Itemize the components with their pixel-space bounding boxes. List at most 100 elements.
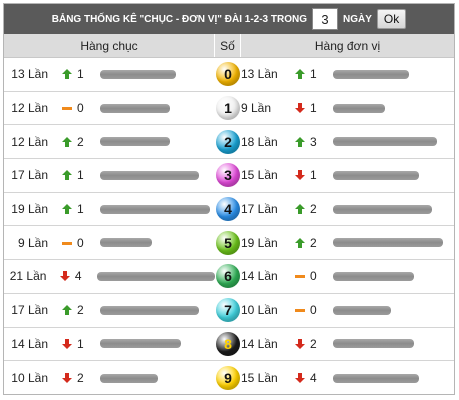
digit-ball: 8 <box>216 331 240 356</box>
tens-times: 17 Lần <box>11 303 48 318</box>
tens-cell: 13 Lần 1 <box>4 58 215 91</box>
table-row: 14 Lần 1 8 14 Lần 2 <box>4 328 454 362</box>
arrow-up-icon <box>60 203 74 215</box>
ok-button[interactable]: Ok <box>376 9 407 29</box>
units-cell: 18 Lần 3 <box>241 125 454 158</box>
units-bar <box>333 69 409 79</box>
tens-change: 1 <box>77 336 84 351</box>
tens-cell: 21 Lần 4 <box>4 260 216 293</box>
tens-cell: 17 Lần 2 <box>4 294 215 327</box>
days-input[interactable] <box>312 8 338 30</box>
arrow-up-icon <box>293 136 307 148</box>
dash-icon <box>60 237 74 249</box>
table-row: 17 Lần 2 7 10 Lần 0 <box>4 294 454 328</box>
units-change: 2 <box>310 202 317 217</box>
tens-bar <box>100 103 170 113</box>
tens-cell: 19 Lần 1 <box>4 193 215 226</box>
units-cell: 17 Lần 2 <box>241 193 454 226</box>
digit-cell: 0 <box>215 58 241 91</box>
table-row: 17 Lần 1 3 15 Lần 1 <box>4 159 454 193</box>
arrow-up-icon <box>60 68 74 80</box>
digit-cell: 8 <box>215 328 241 361</box>
tens-change: 0 <box>77 235 84 250</box>
units-times: 15 Lần <box>241 371 278 386</box>
units-bar <box>333 204 432 214</box>
dash-icon <box>60 102 74 114</box>
tens-change: 4 <box>74 269 82 284</box>
tens-change: 1 <box>77 202 84 217</box>
digit-cell: 5 <box>215 226 241 259</box>
tens-bar <box>100 305 199 315</box>
units-change: 0 <box>310 303 317 318</box>
tens-times: 12 Lần <box>11 101 48 116</box>
tens-bar <box>100 204 210 214</box>
arrow-up-icon <box>60 169 74 181</box>
units-change: 3 <box>310 134 317 149</box>
units-bar <box>333 238 443 248</box>
digit-label: 5 <box>224 234 232 251</box>
tens-times: 10 Lần <box>11 371 48 386</box>
units-times: 18 Lần <box>241 134 278 149</box>
digit-label: 3 <box>224 167 232 184</box>
arrow-down-icon <box>60 372 74 384</box>
units-bar <box>333 373 419 383</box>
column-header-tens: Hàng chục <box>4 34 215 57</box>
digit-cell: 7 <box>215 294 241 327</box>
units-bar <box>333 305 391 315</box>
digit-ball: 1 <box>216 96 240 121</box>
days-suffix: NGÀY <box>343 13 372 25</box>
tens-times: 12 Lần <box>11 134 48 149</box>
units-times: 17 Lần <box>241 202 278 217</box>
digit-ball: 3 <box>216 163 240 188</box>
arrow-down-icon <box>293 338 307 350</box>
tens-cell: 14 Lần 1 <box>4 328 215 361</box>
tens-times: 21 Lần <box>9 269 47 284</box>
units-bar <box>333 339 414 349</box>
arrow-up-icon <box>293 203 307 215</box>
arrow-down-icon <box>293 372 307 384</box>
digit-ball: 2 <box>216 129 240 154</box>
units-cell: 15 Lần 4 <box>241 361 454 395</box>
units-times: 14 Lần <box>241 269 278 284</box>
tens-bar <box>100 170 199 180</box>
arrow-down-icon <box>293 102 307 114</box>
digit-ball: 9 <box>216 366 240 391</box>
column-header-units: Hàng đơn vị <box>314 38 381 53</box>
tens-bar <box>100 69 176 79</box>
arrow-down-icon <box>293 169 307 181</box>
units-bar <box>333 271 414 281</box>
digit-ball: 7 <box>216 298 240 323</box>
digit-cell: 6 <box>215 260 241 293</box>
arrow-up-icon <box>60 136 74 148</box>
digit-label: 7 <box>224 302 232 319</box>
units-change: 2 <box>310 235 317 250</box>
units-bar <box>333 137 437 147</box>
tens-change: 2 <box>77 134 84 149</box>
tens-change: 1 <box>77 168 84 183</box>
table-row: 13 Lần 1 0 13 Lần 1 <box>4 58 454 92</box>
digit-cell: 1 <box>215 92 241 125</box>
digit-cell: 3 <box>215 159 241 192</box>
units-times: 19 Lần <box>241 235 278 250</box>
units-bar <box>333 170 419 180</box>
tens-cell: 12 Lần 2 <box>4 125 215 158</box>
dash-icon <box>293 270 307 282</box>
table-header: Hàng chục Số Hàng đơn vị <box>4 34 454 58</box>
units-change: 1 <box>310 67 317 82</box>
toolbar: BẢNG THỐNG KÊ "CHỤC - ĐƠN VỊ" ĐÀI 1-2-3 … <box>4 4 454 34</box>
tens-change: 1 <box>77 67 84 82</box>
tens-times: 9 Lần <box>17 235 48 250</box>
digit-label: 4 <box>224 201 232 218</box>
units-times: 14 Lần <box>241 336 278 351</box>
digit-cell: 2 <box>215 125 241 158</box>
digit-label: 9 <box>224 370 232 387</box>
tens-change: 2 <box>77 303 84 318</box>
table-row: 9 Lần 0 5 19 Lần 2 <box>4 226 454 261</box>
tens-times: 19 Lần <box>11 202 48 217</box>
arrow-up-icon <box>293 68 307 80</box>
tens-times: 14 Lần <box>11 336 48 351</box>
tens-bar <box>100 339 181 349</box>
digit-label: 8 <box>224 335 232 352</box>
units-cell: 13 Lần 1 <box>241 58 454 91</box>
units-change: 4 <box>310 371 317 386</box>
